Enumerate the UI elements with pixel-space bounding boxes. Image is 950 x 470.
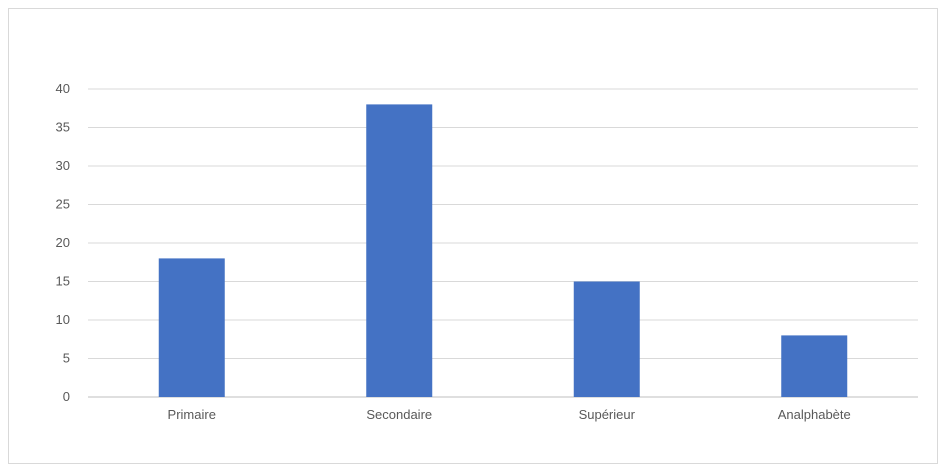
x-tick-label: Secondaire [366,407,432,422]
bar-secondaire [366,104,433,398]
y-tick-label: 0 [63,389,70,404]
y-tick-label: 25 [56,197,70,212]
y-tick-label: 15 [56,274,70,289]
x-tick-label: Supérieur [579,407,636,422]
y-tick-label: 20 [56,235,70,250]
bar-primaire [158,258,225,397]
tick-labels: 0 5 10 15 20 25 30 35 40 Primaire Secondaire Supéri… [56,81,851,422]
y-tick-label: 35 [56,120,70,135]
y-tick-label: 30 [56,158,70,173]
gridlines [88,88,918,359]
y-tick-label: 5 [63,351,70,366]
y-tick-label: 10 [56,312,70,327]
x-tick-label: Primaire [168,407,216,422]
x-tick-label: Analphabète [778,407,851,422]
bars [158,104,848,398]
y-tick-label: 40 [56,81,70,96]
bar-analphabète [781,335,848,397]
bar-supérieur [573,281,640,397]
